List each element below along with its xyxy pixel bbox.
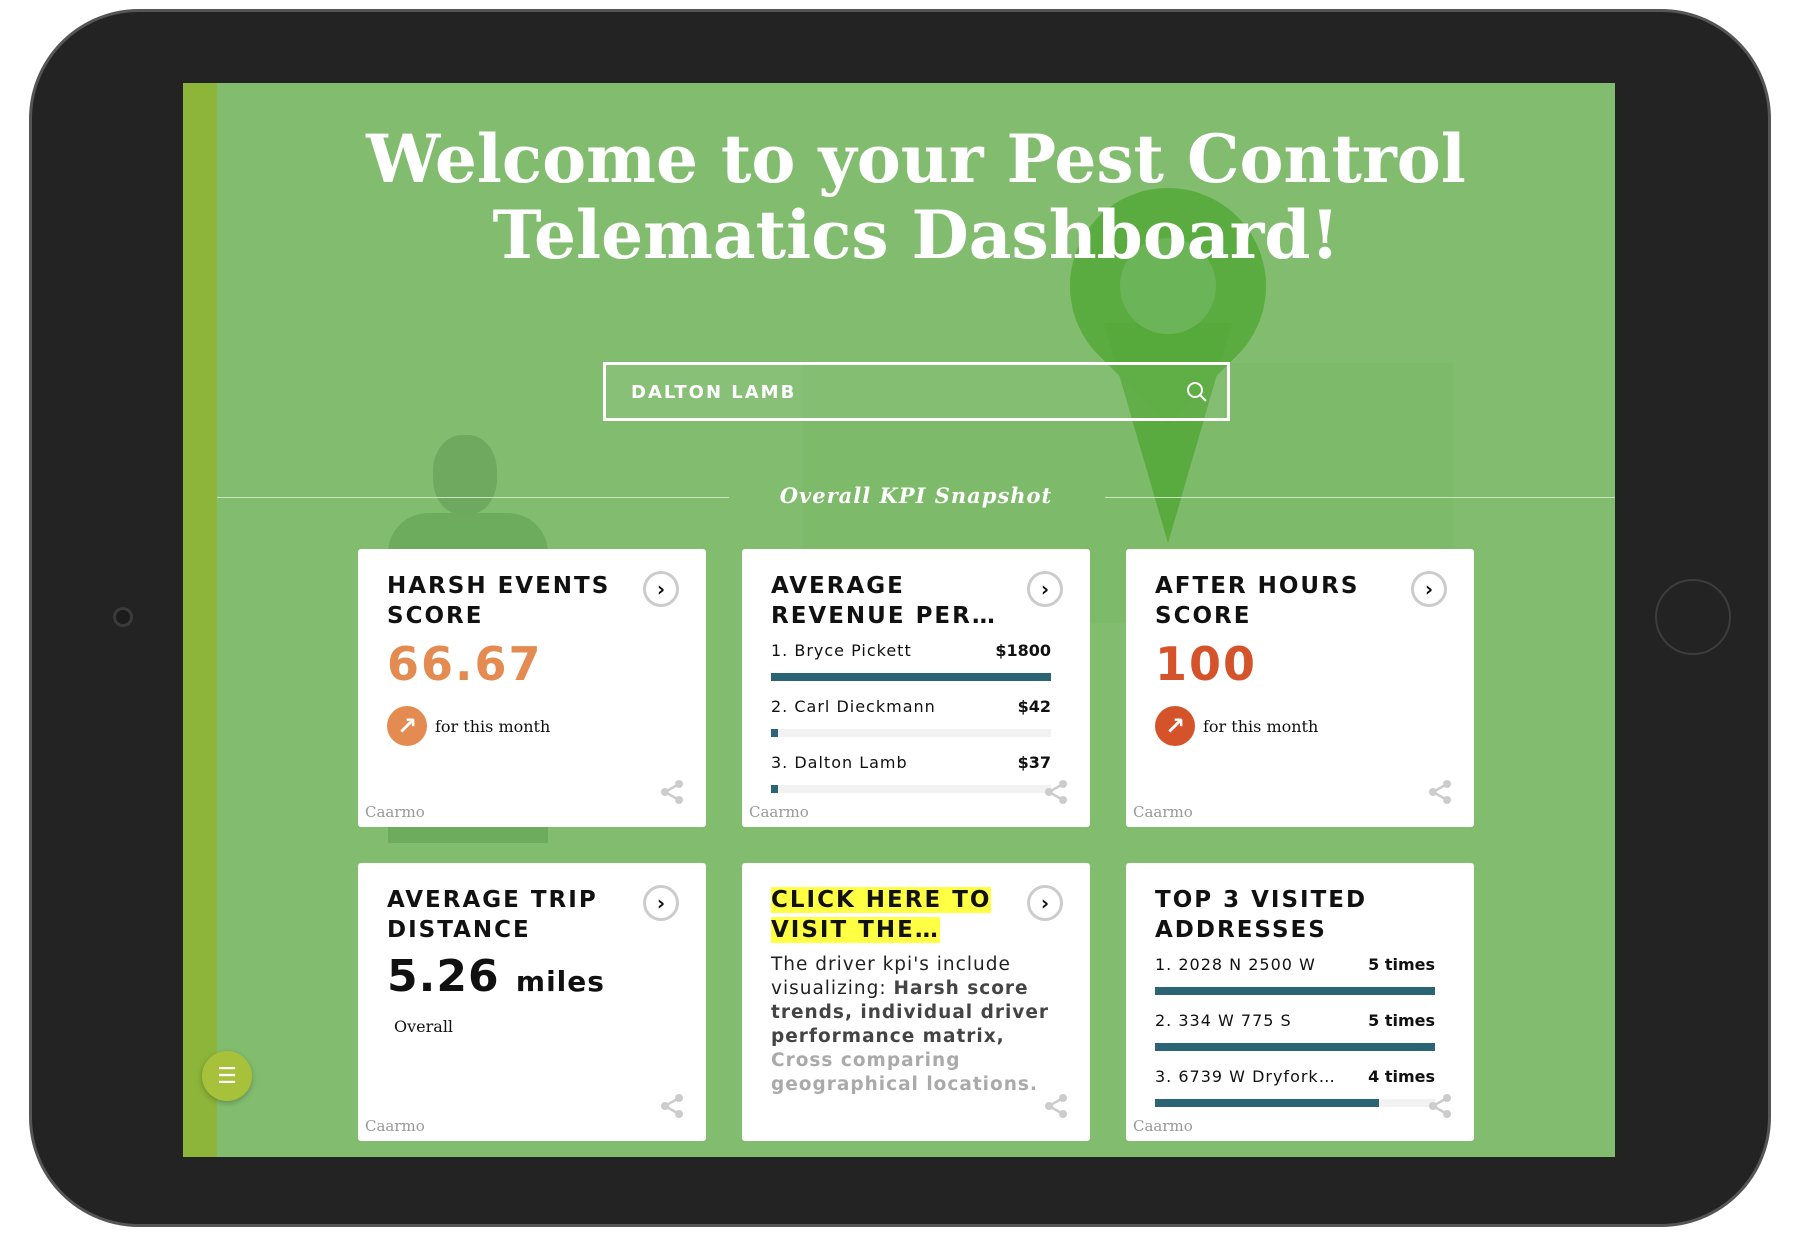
- item-value: 5 times: [1368, 955, 1435, 974]
- item-value: 4 times: [1368, 1067, 1435, 1086]
- trend-up-icon: ↗: [1155, 706, 1195, 746]
- after-hours-card[interactable]: AFTER HOURS SCORE › 100 ↗ for this month…: [1126, 549, 1474, 827]
- bar-fill: [1155, 987, 1435, 995]
- share-icon[interactable]: [1428, 1093, 1452, 1119]
- trend-label: for this month: [435, 717, 551, 736]
- brand-label: Caarmo: [1133, 803, 1193, 821]
- visit-link-card[interactable]: CLICK HERE TO VISIT THE… › The driver kp…: [742, 863, 1090, 1141]
- card-description: The driver kpi's include visualizing: Ha…: [771, 953, 1071, 1097]
- menu-toggle-icon[interactable]: ☰: [202, 1051, 252, 1101]
- background-person-head: [433, 435, 497, 515]
- list-item: 3. 6739 W Dryfork… 4 times: [1155, 1067, 1435, 1086]
- trend-label: for this month: [1203, 717, 1319, 736]
- subtitle: Overall: [394, 1017, 454, 1036]
- list-item: 2. Carl Dieckmann $42: [771, 697, 1051, 716]
- description-bold: Harsh score trends, individual driver pe…: [771, 978, 1050, 1047]
- list-item: 3. Dalton Lamb $37: [771, 753, 1051, 772]
- average-revenue-card[interactable]: AVERAGE REVENUE PER… › 1. Bryce Pickett $…: [742, 549, 1090, 827]
- chevron-right-icon[interactable]: ›: [1411, 571, 1447, 607]
- item-bar: [771, 673, 1051, 681]
- item-value: $37: [1017, 753, 1051, 772]
- chevron-right-icon[interactable]: ›: [1027, 571, 1063, 607]
- brand-label: Caarmo: [365, 1117, 425, 1135]
- share-icon[interactable]: [1428, 779, 1452, 805]
- distance-value: 5.26: [387, 951, 500, 1002]
- share-icon[interactable]: [660, 779, 684, 805]
- bar-fill: [1155, 1099, 1379, 1107]
- item-value: 5 times: [1368, 1011, 1435, 1030]
- divider-left: [217, 497, 729, 498]
- card-title: HARSH EVENTS SCORE: [387, 573, 611, 629]
- page-title: Welcome to your Pest Control Telematics …: [366, 120, 1466, 274]
- sidebar-strip: [183, 83, 217, 1157]
- divider-right: [1105, 497, 1615, 498]
- item-label: 1. 2028 N 2500 W: [1155, 955, 1316, 974]
- list-item: 1. 2028 N 2500 W 5 times: [1155, 955, 1435, 974]
- list-item: 2. 334 W 775 S 5 times: [1155, 1011, 1435, 1030]
- search-input[interactable]: DALTON LAMB: [603, 362, 1230, 421]
- section-title: Overall KPI Snapshot: [779, 483, 1053, 508]
- card-title: AFTER HOURS SCORE: [1155, 573, 1360, 629]
- card-title[interactable]: CLICK HERE TO VISIT THE…: [771, 885, 1011, 945]
- share-icon[interactable]: [1044, 1093, 1068, 1119]
- brand-label: Caarmo: [749, 803, 809, 821]
- trend-up-icon: ↗: [387, 706, 427, 746]
- card-title: AVERAGE TRIP DISTANCE: [387, 887, 598, 943]
- chevron-right-icon[interactable]: ›: [643, 571, 679, 607]
- home-button[interactable]: [1655, 579, 1731, 655]
- item-bar: [771, 785, 1051, 793]
- chevron-right-icon[interactable]: ›: [1027, 885, 1063, 921]
- camera: [113, 607, 133, 627]
- list-item: 1. Bryce Pickett $1800: [771, 641, 1051, 660]
- kpi-value: 5.26 miles: [387, 951, 605, 1002]
- average-trip-distance-card[interactable]: AVERAGE TRIP DISTANCE › 5.26 miles Overa…: [358, 863, 706, 1141]
- top-visited-addresses-card[interactable]: TOP 3 VISITED ADDRESSES 1. 2028 N 2500 W…: [1126, 863, 1474, 1141]
- card-title: TOP 3 VISITED ADDRESSES: [1155, 887, 1368, 943]
- item-bar: [771, 729, 1051, 737]
- bar-fill: [771, 673, 1051, 681]
- brand-label: Caarmo: [365, 803, 425, 821]
- item-bar: [1155, 1043, 1435, 1051]
- search-icon[interactable]: [1185, 380, 1209, 404]
- item-label: 1. Bryce Pickett: [771, 641, 912, 660]
- harsh-events-card[interactable]: HARSH EVENTS SCORE › 66.67 ↗ for this mo…: [358, 549, 706, 827]
- brand-label: Caarmo: [1133, 1117, 1193, 1135]
- map-pin-hole: [1120, 238, 1216, 334]
- share-icon[interactable]: [1044, 779, 1068, 805]
- item-value: $42: [1017, 697, 1051, 716]
- item-value: $1800: [995, 641, 1051, 660]
- item-bar: [1155, 987, 1435, 995]
- bar-fill: [771, 785, 778, 793]
- item-label: 2. 334 W 775 S: [1155, 1011, 1292, 1030]
- item-label: 3. 6739 W Dryfork…: [1155, 1067, 1336, 1086]
- item-label: 2. Carl Dieckmann: [771, 697, 936, 716]
- item-label: 3. Dalton Lamb: [771, 753, 908, 772]
- description-text: The driver kpi's include visualizing:: [771, 954, 1011, 999]
- distance-unit: miles: [515, 965, 605, 998]
- search-value: DALTON LAMB: [631, 382, 797, 403]
- dashboard-screen: Welcome to your Pest Control Telematics …: [183, 83, 1615, 1157]
- bar-fill: [771, 729, 778, 737]
- highlighted-link[interactable]: CLICK HERE TO VISIT THE…: [771, 887, 992, 943]
- kpi-value: 100: [1155, 637, 1258, 691]
- card-title: AVERAGE REVENUE PER…: [771, 573, 997, 629]
- description-faded: Cross comparing geographical locations.: [771, 1050, 1038, 1095]
- kpi-value: 66.67: [387, 637, 543, 691]
- item-bar: [1155, 1099, 1435, 1107]
- share-icon[interactable]: [660, 1093, 684, 1119]
- bar-fill: [1155, 1043, 1435, 1051]
- chevron-right-icon[interactable]: ›: [643, 885, 679, 921]
